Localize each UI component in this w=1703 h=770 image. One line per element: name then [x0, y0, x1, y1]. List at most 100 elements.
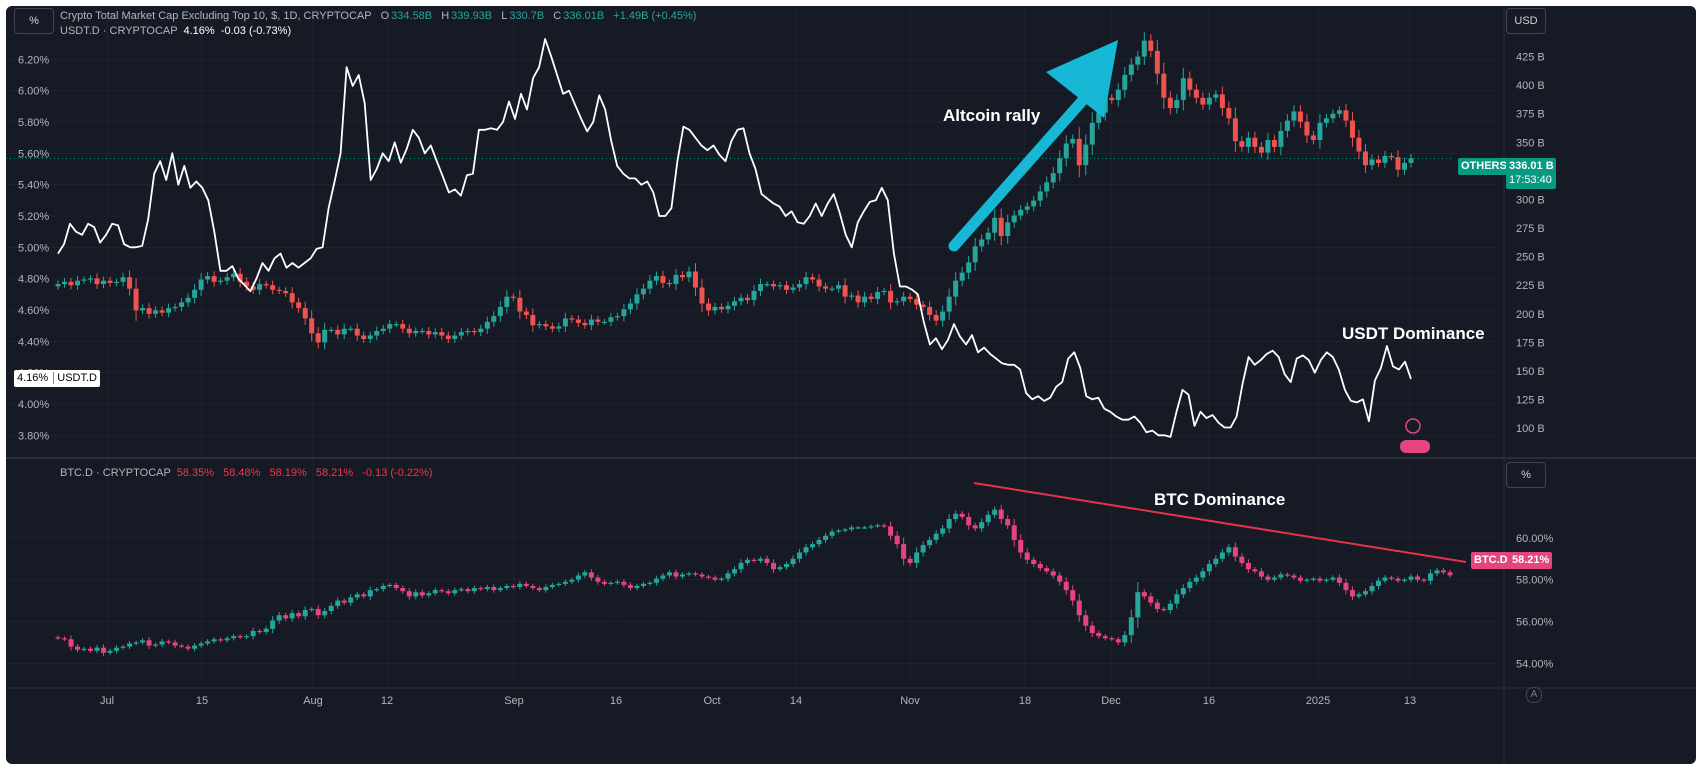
legend-low: 330.7B: [509, 10, 545, 22]
btc-candle-71: [517, 583, 523, 587]
others-candle-160: [1096, 112, 1102, 123]
others-candle-148: [1018, 209, 1024, 216]
others-candle-126: [875, 292, 881, 299]
btc-candle-161: [1102, 636, 1108, 639]
others-candle-10: [120, 277, 126, 282]
others-candle-47: [361, 335, 367, 339]
others-candle-205: [1388, 156, 1394, 158]
others-candle-135: [933, 314, 939, 321]
others-countdown: 17:53:40: [1506, 172, 1556, 189]
btc-candle-110: [771, 562, 777, 570]
others-candle-138: [953, 280, 959, 297]
btc-candle-10: [120, 646, 126, 648]
x-tick-4: Sep: [504, 695, 524, 707]
btc-candle-146: [1005, 519, 1011, 526]
btc-candle-142: [979, 522, 985, 529]
btc-candle-33: [270, 620, 276, 629]
usdt-y-tick-12: 3.80%: [18, 430, 49, 442]
btc-candle-157: [1076, 600, 1082, 616]
others-candle-2: [68, 281, 74, 286]
btc-candle-114: [797, 552, 803, 559]
btc-candle-79: [569, 579, 575, 582]
currency-button[interactable]: USD: [1506, 8, 1546, 34]
btc-candle-46: [354, 594, 360, 598]
btc-candle-111: [777, 567, 783, 570]
others-candle-24: [211, 276, 217, 282]
btc-candle-65: [478, 588, 484, 590]
btc-candle-34: [276, 615, 282, 621]
others-y-tick-10: 200 B: [1516, 309, 1545, 321]
others-candle-107: [751, 290, 757, 301]
others-candle-64: [471, 330, 477, 333]
chart-canvas[interactable]: 6.20% 6.00% 5.80% 5.60% 5.40% 5.20% 5.00% 4.80%…: [6, 6, 1696, 764]
btc-candle-179: [1219, 552, 1225, 559]
btc-candle-140: [966, 516, 972, 526]
others-candle-82: [588, 319, 594, 326]
btc-candle-35: [283, 615, 289, 619]
lower-percent-button[interactable]: %: [1506, 462, 1546, 488]
btc-legend-low: 58.19%: [269, 467, 307, 479]
btc-candle-16: [159, 641, 165, 645]
flag-icons: [1400, 440, 1430, 453]
others-candle-62: [458, 332, 464, 336]
btc-candle-150: [1031, 559, 1037, 564]
btc-candle-148: [1018, 539, 1024, 553]
btc-candle-169: [1154, 602, 1160, 609]
btc-candle-95: [673, 572, 679, 577]
others-y-tick-7: 275 B: [1516, 223, 1545, 235]
btc-candle-191: [1297, 577, 1303, 581]
others-candle-175: [1193, 89, 1199, 98]
btc-candle-5: [88, 648, 94, 651]
btc-candle-128: [888, 526, 894, 536]
altcoin-rally-arrow-head: [1046, 40, 1118, 118]
btc-candle-68: [497, 588, 503, 591]
btc-candle-185: [1258, 571, 1264, 577]
others-candle-27: [231, 273, 237, 278]
others-candle-141: [972, 246, 978, 263]
others-candle-7: [101, 280, 107, 285]
others-candle-28: [237, 273, 243, 282]
usdt-y-tick-11: 4.00%: [18, 399, 49, 411]
usdt-y-tick-3: 5.60%: [18, 148, 49, 160]
btc-candle-58: [432, 590, 438, 594]
others-candle-48: [367, 335, 373, 339]
others-candle-63: [465, 330, 471, 333]
others-candle-68: [497, 306, 503, 317]
usdt-dominance-label: USDT Dominance: [1342, 324, 1485, 343]
usdt-dominance-line: [57, 38, 1412, 438]
others-candle-199: [1349, 120, 1355, 138]
others-candle-181: [1232, 118, 1238, 142]
others-candle-119: [829, 288, 835, 290]
btc-candle-176: [1200, 571, 1206, 578]
btc-candle-180: [1226, 547, 1232, 553]
others-candle-70: [510, 296, 516, 298]
others-candle-69: [504, 296, 510, 307]
others-candle-197: [1336, 110, 1342, 114]
others-candle-25: [218, 280, 224, 282]
btc-candle-104: [732, 569, 737, 574]
btc-candle-83: [595, 577, 601, 582]
others-candle-144: [992, 217, 998, 233]
btc-candle-132: [914, 552, 920, 563]
btc-legend: BTC.D · CRYPTOCAP 58.35% 58.48% 58.19% 5…: [60, 467, 439, 479]
x-tick-1: 15: [196, 695, 208, 707]
usdt-legend-value: 4.16%: [183, 25, 215, 37]
btc-candle-1: [62, 638, 68, 640]
btc-candle-126: [875, 525, 881, 527]
btc-y-tick-2: 56.00%: [1516, 617, 1554, 629]
btc-legend-title: BTC.D · CRYPTOCAP: [60, 467, 171, 479]
others-candle-134: [927, 306, 933, 315]
btc-candle-145: [998, 509, 1004, 520]
btc-candle-172: [1174, 594, 1180, 604]
others-candle-189: [1284, 120, 1290, 131]
btc-candle-166: [1135, 592, 1141, 618]
others-candle-152: [1044, 182, 1050, 192]
others-candle-98: [692, 271, 698, 288]
percent-scale-button[interactable]: %: [14, 8, 54, 34]
btc-candle-0: [55, 637, 61, 639]
btc-candle-158: [1083, 615, 1089, 626]
usdt-y-tick-1: 6.00%: [18, 86, 49, 98]
others-y-tick-8: 250 B: [1516, 252, 1545, 264]
auto-scale-button[interactable]: A: [1526, 687, 1542, 703]
btc-candle-171: [1167, 603, 1173, 611]
